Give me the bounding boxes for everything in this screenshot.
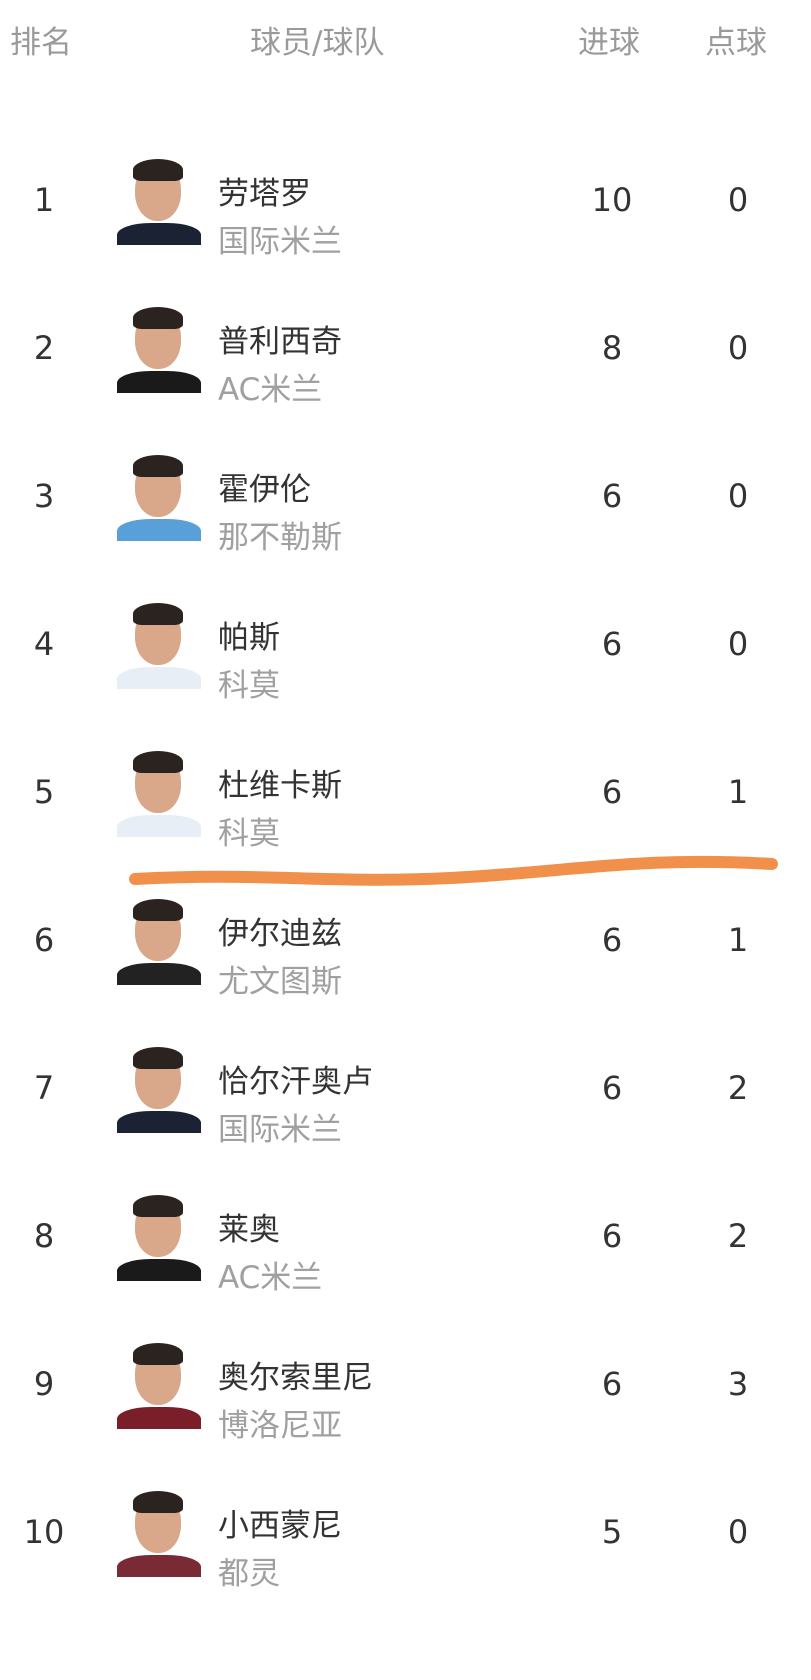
table-row[interactable]: 4 帕斯 科莫 6 0 [0, 603, 811, 792]
player-avatar[interactable] [115, 1341, 203, 1429]
team-name[interactable]: 国际米兰 [218, 224, 342, 260]
rank: 6 [33, 921, 55, 959]
team-name[interactable]: AC米兰 [218, 1260, 323, 1296]
player-name[interactable]: 小西蒙尼 [218, 1508, 342, 1544]
table-row[interactable]: 6 伊尔迪兹 尤文图斯 6 1 [0, 899, 811, 1088]
table-row[interactable]: 8 莱奥 AC米兰 6 2 [0, 1195, 811, 1384]
penalties-value: 0 [727, 1513, 749, 1551]
header-goals[interactable]: 进球 [578, 25, 640, 61]
penalties-value: 0 [727, 329, 749, 367]
rank: 4 [33, 625, 55, 663]
player-avatar[interactable] [115, 305, 203, 393]
rank: 3 [33, 477, 55, 515]
table-row[interactable]: 9 奥尔索里尼 博洛尼亚 6 3 [0, 1343, 811, 1532]
penalties-value: 0 [727, 625, 749, 663]
goals-value: 6 [601, 477, 623, 515]
player-name[interactable]: 恰尔汗奥卢 [218, 1064, 373, 1100]
rank: 5 [33, 773, 55, 811]
table-row[interactable]: 1 劳塔罗 国际米兰 10 0 [0, 159, 811, 348]
player-name[interactable]: 劳塔罗 [218, 176, 311, 212]
player-avatar[interactable] [115, 897, 203, 985]
player-name[interactable]: 莱奥 [218, 1212, 280, 1248]
goals-value: 6 [601, 1069, 623, 1107]
penalties-value: 2 [727, 1217, 749, 1255]
table-row[interactable]: 10 小西蒙尼 都灵 5 0 [0, 1491, 811, 1680]
goals-value: 8 [601, 329, 623, 367]
player-name[interactable]: 奥尔索里尼 [218, 1360, 373, 1396]
team-name[interactable]: 都灵 [218, 1556, 280, 1592]
penalties-value: 1 [727, 921, 749, 959]
rank: 9 [33, 1365, 55, 1403]
player-avatar[interactable] [115, 1045, 203, 1133]
penalties-value: 0 [727, 181, 749, 219]
player-avatar[interactable] [115, 749, 203, 837]
rank: 7 [33, 1069, 55, 1107]
player-name[interactable]: 霍伊伦 [218, 472, 311, 508]
rank: 1 [33, 181, 55, 219]
rank: 8 [33, 1217, 55, 1255]
goals-value: 6 [601, 625, 623, 663]
penalties-value: 2 [727, 1069, 749, 1107]
rank: 10 [23, 1513, 65, 1551]
player-name[interactable]: 帕斯 [218, 620, 280, 656]
goals-value: 6 [601, 921, 623, 959]
header-penalties[interactable]: 点球 [705, 25, 767, 61]
team-name[interactable]: 科莫 [218, 668, 280, 704]
penalties-value: 3 [727, 1365, 749, 1403]
table-row[interactable]: 3 霍伊伦 那不勒斯 6 0 [0, 455, 811, 644]
goals-value: 6 [601, 773, 623, 811]
penalties-value: 0 [727, 477, 749, 515]
goals-value: 10 [591, 181, 633, 219]
player-avatar[interactable] [115, 601, 203, 689]
goals-value: 5 [601, 1513, 623, 1551]
table-row[interactable]: 7 恰尔汗奥卢 国际米兰 6 2 [0, 1047, 811, 1236]
team-name[interactable]: 尤文图斯 [218, 964, 342, 1000]
team-name[interactable]: 科莫 [218, 816, 280, 852]
player-name[interactable]: 杜维卡斯 [218, 768, 342, 804]
player-name[interactable]: 普利西奇 [218, 324, 342, 360]
player-avatar[interactable] [115, 1193, 203, 1281]
goals-value: 6 [601, 1365, 623, 1403]
player-avatar[interactable] [115, 1489, 203, 1577]
team-name[interactable]: AC米兰 [218, 372, 323, 408]
player-name[interactable]: 伊尔迪兹 [218, 916, 342, 952]
rank: 2 [33, 329, 55, 367]
table-row[interactable]: 2 普利西奇 AC米兰 8 0 [0, 307, 811, 496]
goals-value: 6 [601, 1217, 623, 1255]
team-name[interactable]: 博洛尼亚 [218, 1408, 342, 1444]
header-rank[interactable]: 排名 [10, 25, 72, 61]
header-player-team[interactable]: 球员/球队 [250, 25, 385, 61]
penalties-value: 1 [727, 773, 749, 811]
player-avatar[interactable] [115, 157, 203, 245]
player-avatar[interactable] [115, 453, 203, 541]
team-name[interactable]: 那不勒斯 [218, 520, 342, 556]
team-name[interactable]: 国际米兰 [218, 1112, 342, 1148]
table-row[interactable]: 5 杜维卡斯 科莫 6 1 [0, 751, 811, 940]
